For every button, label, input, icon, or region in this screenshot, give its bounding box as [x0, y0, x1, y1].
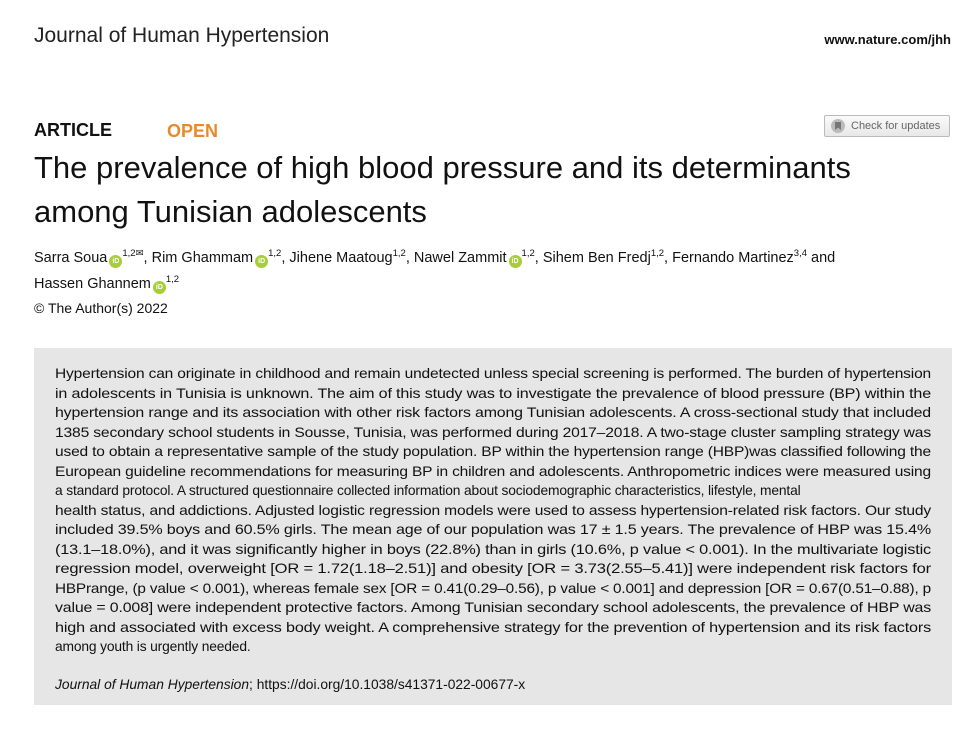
affiliation-marker: 1,2	[165, 273, 180, 285]
abstract-line: high and associated with excess body wei…	[55, 619, 931, 635]
affiliation-marker: 1,2	[122, 248, 136, 259]
orcid-icon[interactable]: iD	[508, 254, 522, 268]
copyright: © The Author(s) 2022	[34, 300, 168, 316]
author-separator: ,	[405, 249, 414, 266]
title-line: The prevalence of high blood pressure an…	[34, 150, 851, 185]
journal-name: Journal of Human Hypertension	[34, 24, 330, 47]
orcid-icon[interactable]: iD	[109, 254, 123, 268]
abstract-line: European guideline recommendations for m…	[55, 463, 931, 479]
author-separator: and	[807, 249, 840, 266]
affiliation-marker: 1,2	[392, 248, 406, 259]
abstract-box: Hypertension can originate in childhood …	[34, 348, 952, 705]
author-name[interactable]: Rim Ghammam	[151, 249, 254, 266]
citation-journal: Journal of Human Hypertension	[55, 677, 250, 692]
author-separator: ,	[143, 249, 152, 266]
author-name[interactable]: Jihene Maatoug	[289, 249, 393, 266]
affiliation-marker: 1,2	[521, 248, 535, 259]
abstract-line: in adolescents in Tunisia is unknown. Th…	[55, 385, 931, 401]
author-name[interactable]: Fernando Martinez	[672, 249, 794, 266]
author-name[interactable]: Sihem Ben Fredj	[542, 249, 651, 266]
author-list: Sarra Soua iD1,2✉, Rim Ghammam iD1,2, Jihe…	[34, 243, 964, 295]
affiliation-marker: 1,2	[650, 248, 665, 259]
abstract-line: value = 0.008] were independent protecti…	[55, 600, 931, 615]
abstract-line: a standard protocol. A structured questi…	[55, 483, 801, 498]
check-for-updates-button[interactable]: Check for updates	[824, 115, 950, 137]
author-separator: ,	[534, 249, 543, 266]
abstract-line: included 39.5% boys and 60.5% girls. The…	[55, 522, 931, 537]
author-separator: ,	[281, 249, 290, 266]
abstract-line: 1385 secondary school students in Sousse…	[55, 424, 931, 440]
title-line: among Tunisian adolescents	[34, 194, 427, 229]
abstract-line: hypertension range and its association w…	[55, 405, 931, 420]
abstract-line: regression model, overweight [OR = 1.72(…	[55, 561, 931, 576]
abstract-line: health status, and addictions. Adjusted …	[55, 502, 932, 518]
abstract-text: Hypertension can originate in childhood …	[55, 364, 931, 657]
affiliation-marker: 1,2	[268, 248, 282, 259]
author-name[interactable]: Hassen Ghannem	[34, 275, 151, 292]
citation: Journal of Human Hypertension; https://d…	[55, 677, 525, 692]
author-separator: ,	[664, 249, 673, 266]
affiliation-marker: 3,4	[793, 248, 808, 259]
abstract-line: (13.1–18.0%), and it was significantly h…	[55, 541, 931, 557]
abstract-line: among youth is urgently needed.	[55, 639, 251, 654]
orcid-icon[interactable]: iD	[255, 254, 269, 268]
citation-doi-link[interactable]: ; https://doi.org/10.1038/s41371-022-006…	[249, 677, 526, 692]
journal-site-link[interactable]: www.nature.com/jhh	[824, 32, 951, 47]
bookmark-icon	[831, 119, 845, 133]
abstract-line: HBPrange, (p value < 0.001), whereas fem…	[55, 580, 932, 596]
orcid-icon[interactable]: iD	[152, 280, 166, 294]
author-name[interactable]: Nawel Zammit	[413, 249, 507, 266]
check-for-updates-label: Check for updates	[851, 120, 941, 132]
email-icon[interactable]: ✉	[135, 248, 144, 259]
article-title: The prevalence of high blood pressure an…	[34, 146, 954, 234]
abstract-line: used to obtain a representative sample o…	[55, 444, 932, 459]
abstract-line: Hypertension can originate in childhood …	[55, 366, 931, 381]
open-access-label: OPEN	[167, 121, 219, 141]
article-type: ARTICLE	[34, 120, 112, 140]
author-name[interactable]: Sarra Soua	[34, 249, 108, 266]
